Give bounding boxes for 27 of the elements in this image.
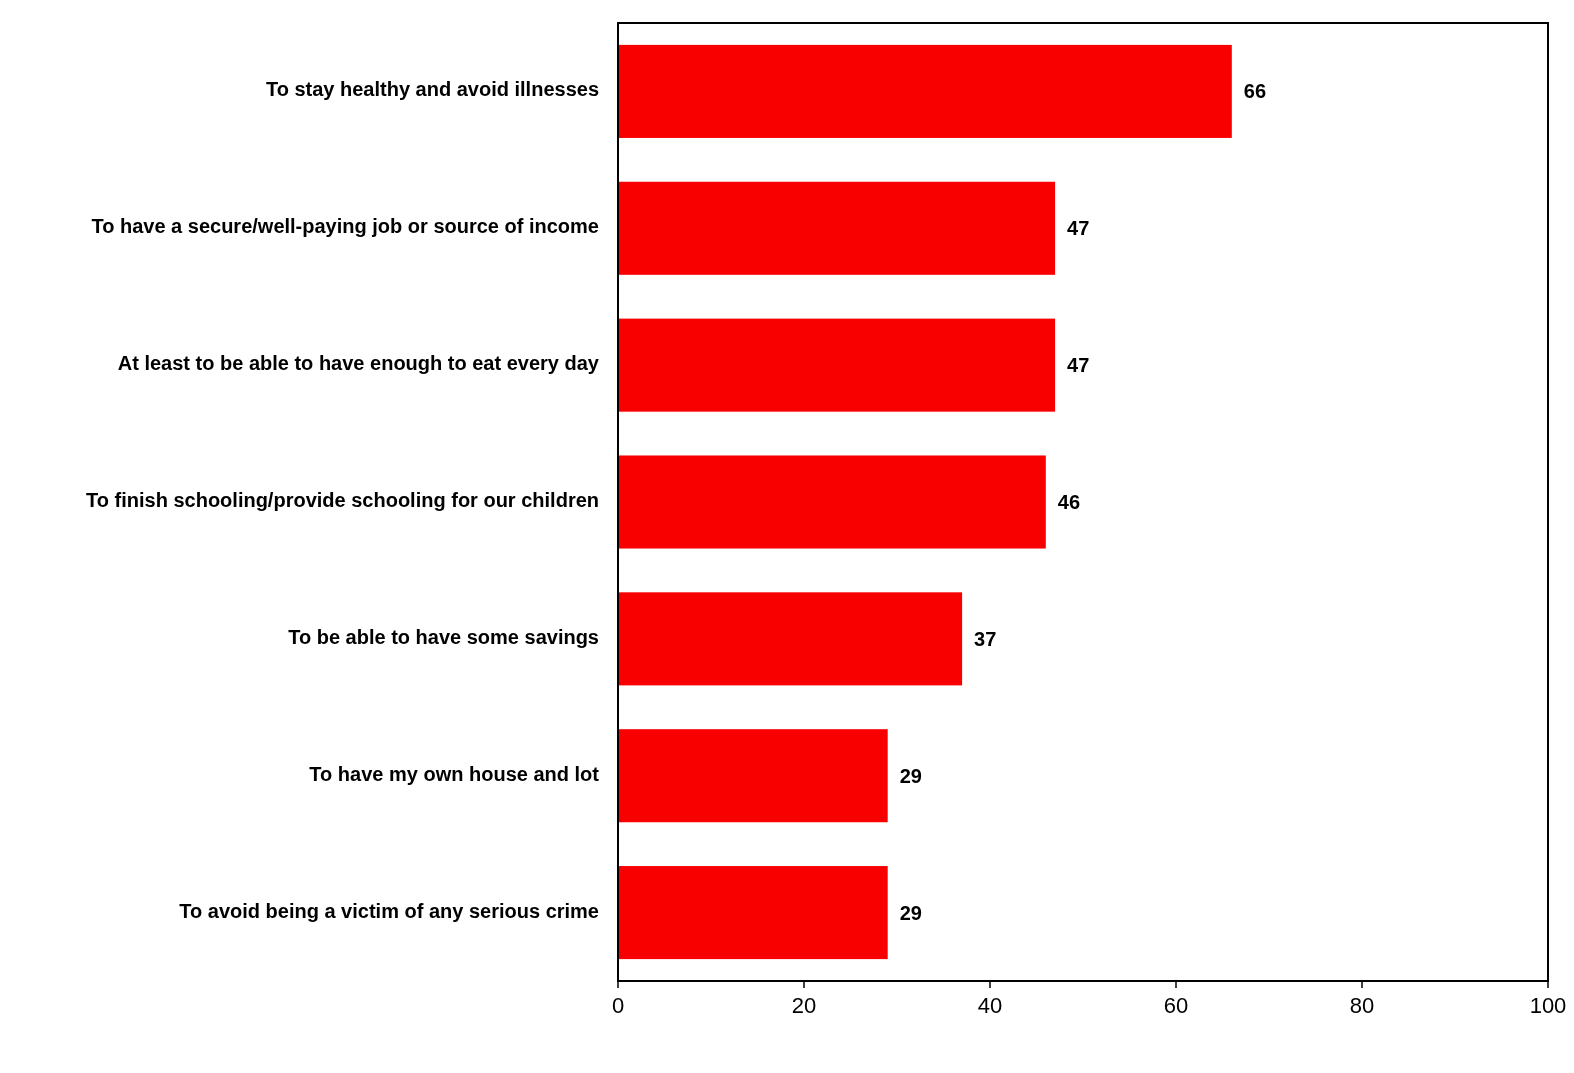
bar	[618, 44, 1232, 138]
bar	[618, 592, 963, 686]
bar	[618, 455, 1046, 549]
y-tick-label: To avoid being a victim of any serious crime	[179, 899, 599, 922]
x-tick-label: 40	[977, 993, 1003, 1018]
y-tick-label: To be able to have some savings	[288, 625, 599, 648]
data-label: 47	[1067, 354, 1090, 377]
data-label: 46	[1057, 491, 1081, 513]
bar	[618, 866, 888, 960]
bar	[618, 729, 888, 823]
y-tick-label: At least to be able to have enough to eat every day	[117, 352, 600, 375]
bar	[618, 318, 1056, 412]
x-tick-label: 100	[1529, 993, 1567, 1018]
bar	[618, 181, 1056, 275]
x-tick-label: 20	[791, 993, 817, 1018]
data-label: 37	[974, 627, 997, 650]
y-tick-label: To finish schooling/provide schooling for our children	[86, 489, 599, 511]
y-tick-label: To stay healthy and avoid illnesses	[265, 78, 599, 101]
x-tick-label: 0	[611, 993, 625, 1018]
data-label: 66	[1243, 80, 1267, 103]
y-tick-label: To have a secure/well-paying job or source of income	[91, 215, 599, 238]
data-label: 29	[899, 764, 922, 787]
x-tick-label: 60	[1163, 993, 1189, 1018]
data-label: 47	[1067, 217, 1090, 240]
data-label: 29	[899, 901, 922, 924]
x-tick-label: 80	[1349, 993, 1375, 1018]
y-tick-label: To have my own house and lot	[309, 762, 600, 785]
